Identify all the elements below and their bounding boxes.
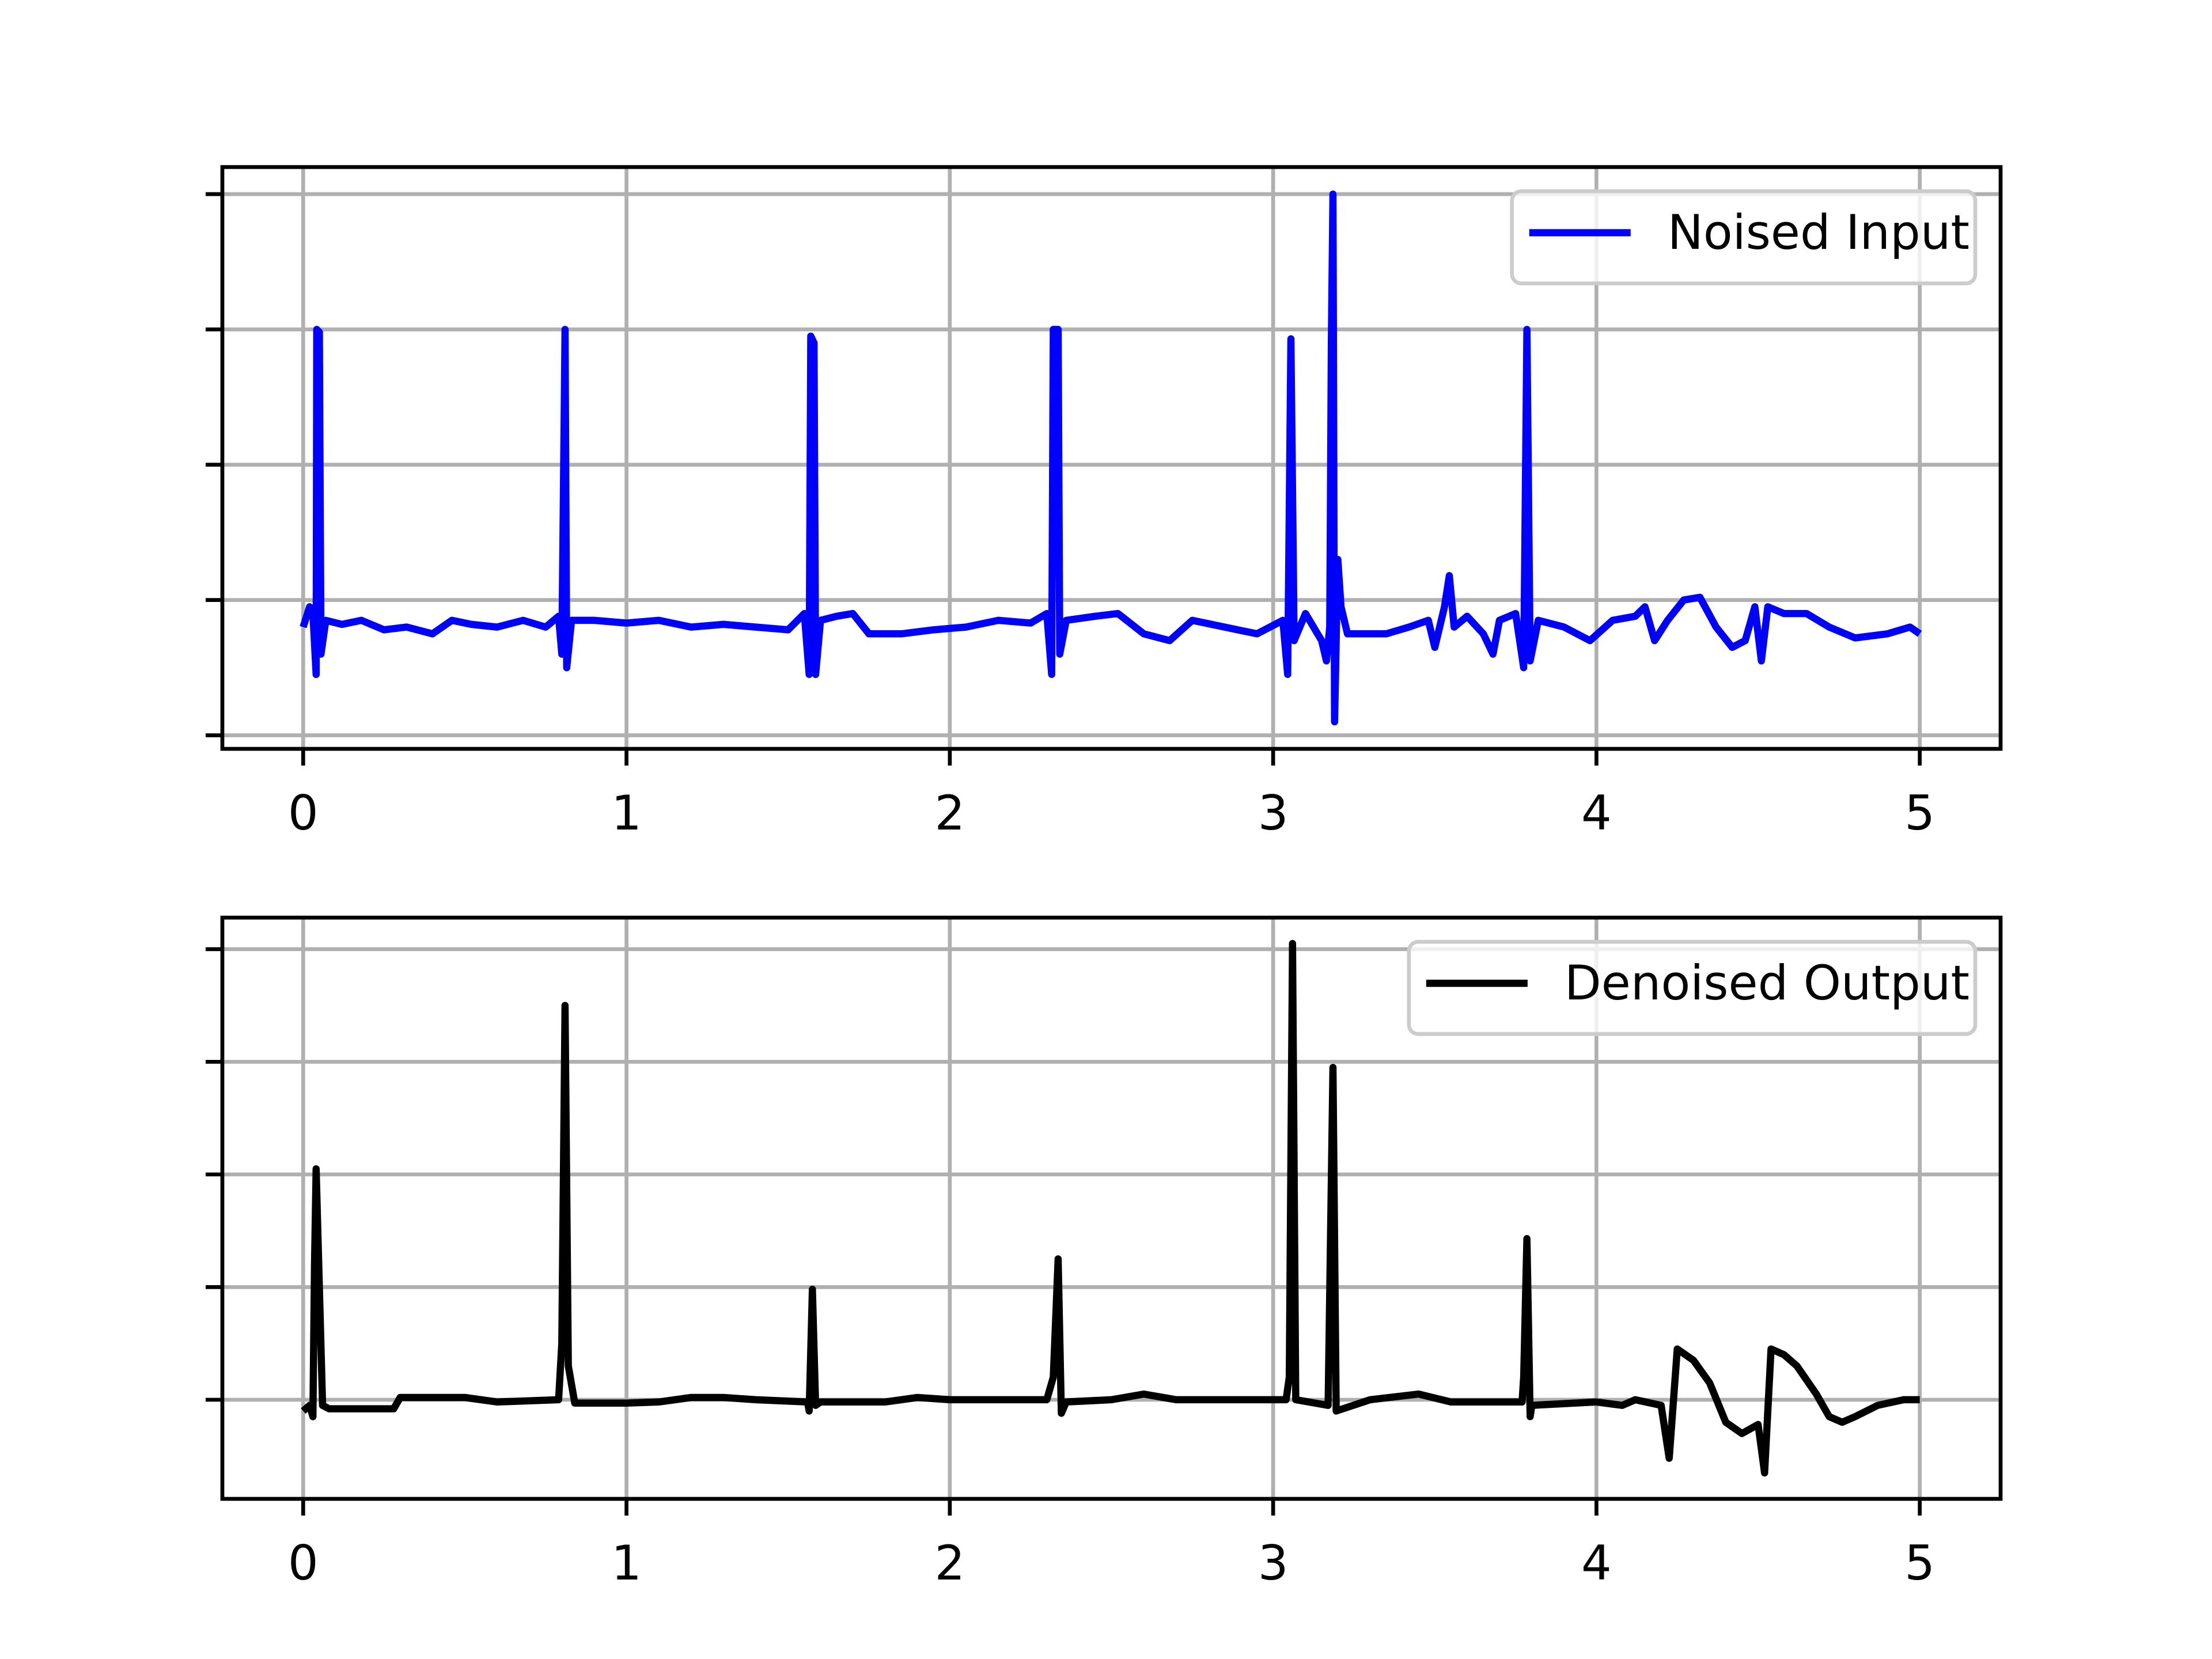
x-tick-label: 2: [934, 785, 965, 841]
data-line: [301, 940, 1920, 1477]
legend-label: Denoised Output: [1565, 955, 1969, 1011]
legend-frame: [1407, 940, 1978, 1036]
x-tick-label: 3: [1258, 1535, 1289, 1591]
x-tick-label: 5: [1904, 1535, 1935, 1591]
legend-label: Noised Input: [1668, 204, 1969, 260]
x-tick-label: 4: [1581, 1535, 1612, 1591]
x-tick-label: 0: [288, 1535, 319, 1591]
x-tick-label: 4: [1581, 785, 1612, 841]
x-tick-label: 1: [611, 785, 642, 841]
legend: Denoised Output: [1407, 940, 1978, 1036]
axes-frame: [220, 915, 2003, 1501]
legend-frame: [1510, 189, 1978, 286]
data-line: [300, 190, 1922, 726]
x-tick-label: 5: [1904, 785, 1935, 841]
x-tick-label: 0: [288, 785, 319, 841]
x-tick-label: 2: [934, 1535, 965, 1591]
x-tick-label: 1: [611, 1535, 642, 1591]
legend: Noised Input: [1510, 189, 1978, 286]
x-tick-label: 3: [1258, 785, 1289, 841]
axes-frame: [220, 165, 2003, 751]
